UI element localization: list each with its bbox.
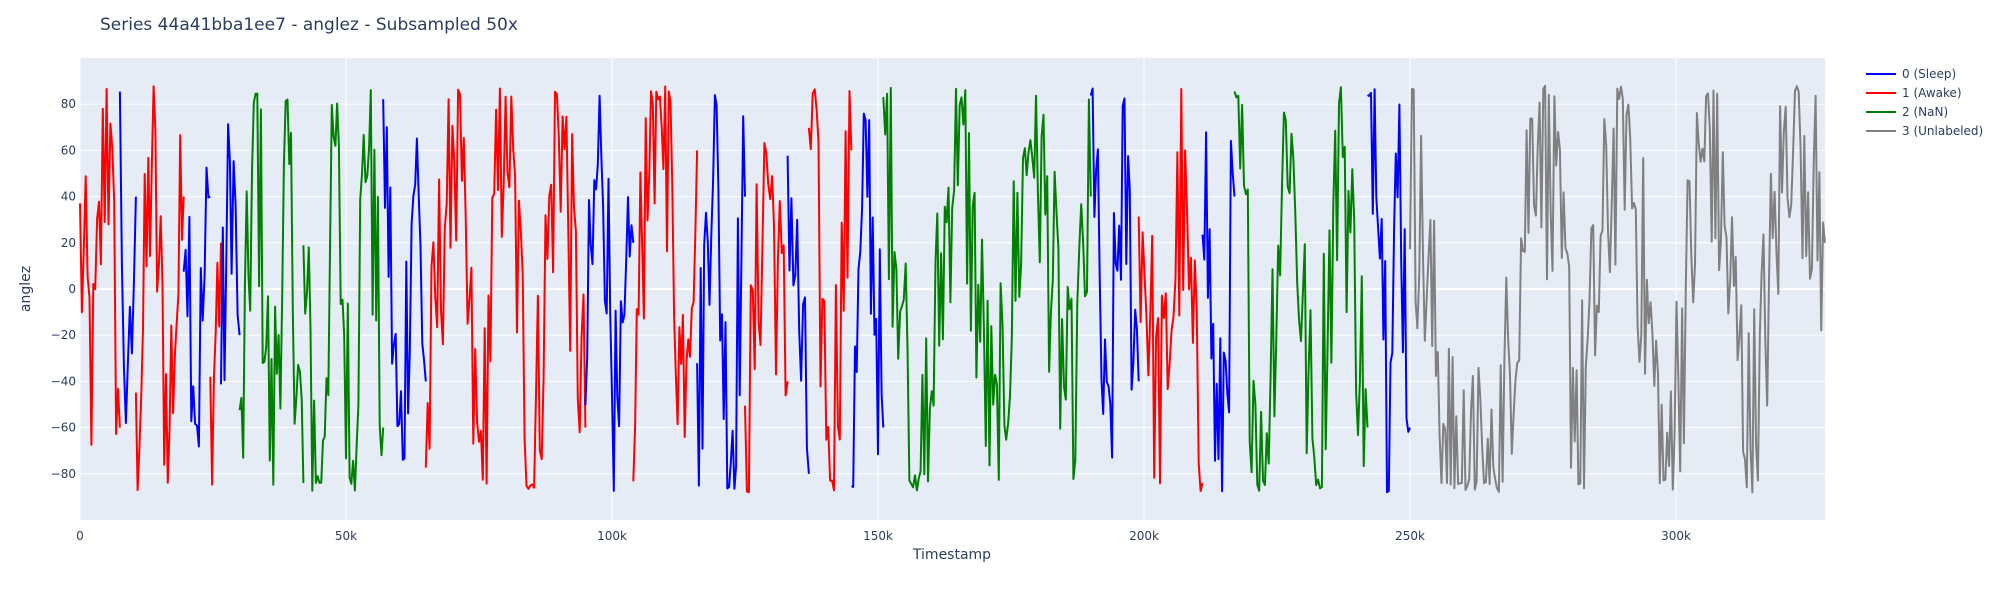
x-tick-label: 150k	[863, 529, 893, 543]
series-segment-6	[238, 92, 305, 486]
y-tick-label: 80	[61, 97, 76, 111]
x-tick-label: 250k	[1395, 529, 1425, 543]
y-tick-label: 20	[61, 236, 76, 250]
x-axis-ticks: 0 50k 100k 150k 200k 250k 300k	[76, 529, 1691, 543]
series-segment-2	[134, 85, 185, 492]
legend-label[interactable]: 1 (Awake)	[1902, 86, 1962, 100]
legend-label[interactable]: 2 (NaN)	[1902, 105, 1948, 119]
x-tick-label: 50k	[335, 529, 357, 543]
series-segment-13	[744, 142, 789, 494]
series-segment-5	[220, 123, 241, 385]
chart-title: Series 44a41bba1ee7 - anglez - Subsample…	[100, 15, 518, 35]
series-segment-11	[632, 85, 699, 482]
series-segment-21	[1233, 86, 1369, 492]
y-tick-label: 40	[61, 190, 76, 204]
x-tick-label: 0	[76, 529, 84, 543]
y-axis-ticks: −80 −60 −40 −20 0 20 40 60 80	[51, 97, 76, 481]
y-tick-label: −20	[51, 328, 76, 342]
series-segment-8	[382, 99, 427, 461]
series-segment-19	[1137, 88, 1204, 493]
x-tick-label: 200k	[1129, 529, 1159, 543]
y-tick-label: 0	[68, 282, 76, 296]
y-axis-title: anglez	[18, 266, 34, 312]
x-tick-label: 100k	[597, 529, 627, 543]
series-segment-9	[424, 87, 587, 490]
x-axis-title: Timestamp	[912, 547, 991, 563]
y-tick-label: −60	[51, 421, 76, 435]
y-tick-label: −80	[51, 467, 76, 481]
x-tick-label: 300k	[1661, 529, 1691, 543]
series-segment-12	[696, 94, 746, 490]
series-segment-23	[1409, 84, 1826, 494]
series-segment-15	[807, 88, 853, 492]
series-segment-22	[1366, 88, 1411, 494]
series-segment-17	[882, 86, 1092, 492]
legend-label[interactable]: 3 (Unlabeled)	[1902, 124, 1983, 138]
series-segment-16	[851, 112, 885, 488]
series-segment-1	[118, 91, 137, 424]
y-tick-label: 60	[61, 143, 76, 157]
series-segment-18	[1089, 87, 1140, 459]
series-segment-10	[584, 94, 635, 492]
series-segment-0	[79, 88, 121, 446]
series-segment-4	[209, 242, 222, 486]
series-segment-20	[1201, 131, 1236, 493]
series-lines	[79, 84, 1826, 494]
legend-label[interactable]: 0 (Sleep)	[1902, 67, 1956, 81]
y-tick-label: −40	[51, 374, 76, 388]
series-segment-14	[786, 155, 810, 474]
legend: 0 (Sleep) 1 (Awake) 2 (NaN) 3 (Unlabeled)	[1866, 67, 1983, 138]
series-segment-7	[302, 89, 385, 492]
series-segment-3	[182, 166, 211, 448]
